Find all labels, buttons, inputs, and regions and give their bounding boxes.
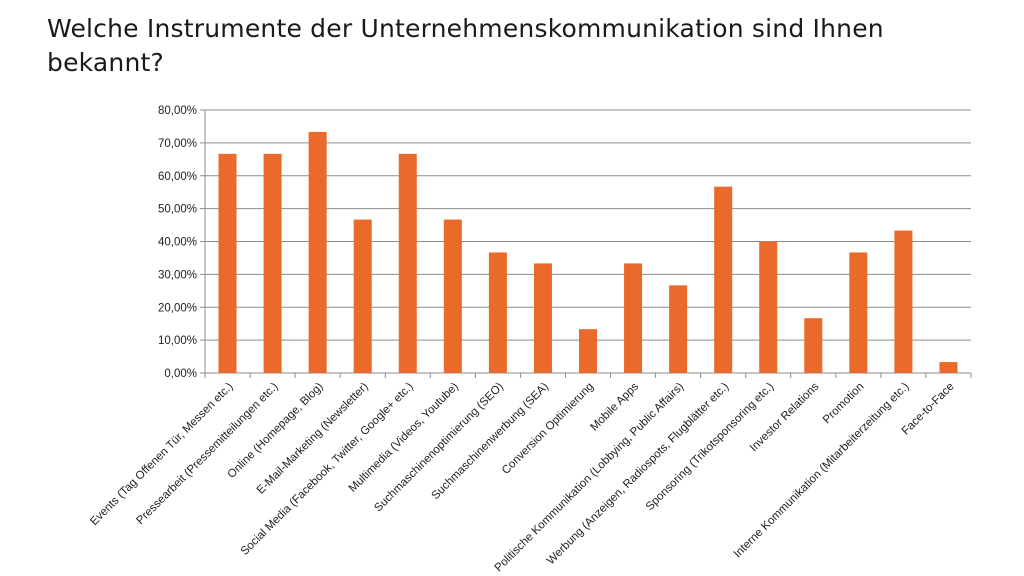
bar xyxy=(443,219,462,373)
bar xyxy=(849,252,868,373)
x-category-label: Online (Homepage, Blog) xyxy=(226,381,326,481)
bar xyxy=(669,285,688,373)
bar xyxy=(714,186,733,373)
bar xyxy=(804,318,823,373)
bar xyxy=(263,153,282,373)
y-tick-label: 70,00% xyxy=(158,138,197,150)
y-tick-label: 50,00% xyxy=(158,204,197,216)
bar xyxy=(218,153,237,373)
bar xyxy=(398,153,417,373)
y-tick-label: 30,00% xyxy=(158,269,197,281)
bar xyxy=(759,241,778,373)
y-tick-label: 60,00% xyxy=(158,171,197,183)
bar xyxy=(488,252,507,373)
y-tick-label: 20,00% xyxy=(158,302,197,314)
bar xyxy=(578,329,598,373)
bar xyxy=(624,263,643,373)
x-category-label: Promotion xyxy=(821,381,867,427)
chart-title: Welche Instrumente der Unternehmenskommu… xyxy=(47,14,884,77)
y-tick-label: 0,00% xyxy=(164,368,197,380)
y-tick-label: 10,00% xyxy=(158,335,197,347)
y-tick-label: 40,00% xyxy=(158,237,197,249)
x-category-label: Social Media (Facebook, Twitter, Google+… xyxy=(239,381,416,558)
bar xyxy=(894,230,913,373)
x-category-label: Conversion Optimierung xyxy=(500,381,596,477)
bar xyxy=(939,362,958,373)
bar xyxy=(308,131,327,373)
bar xyxy=(533,263,552,373)
bar xyxy=(353,219,372,373)
x-category-label: Interne Kommunikation (Mitarbeiterzeitun… xyxy=(732,381,912,561)
y-tick-label: 80,00% xyxy=(158,105,197,117)
